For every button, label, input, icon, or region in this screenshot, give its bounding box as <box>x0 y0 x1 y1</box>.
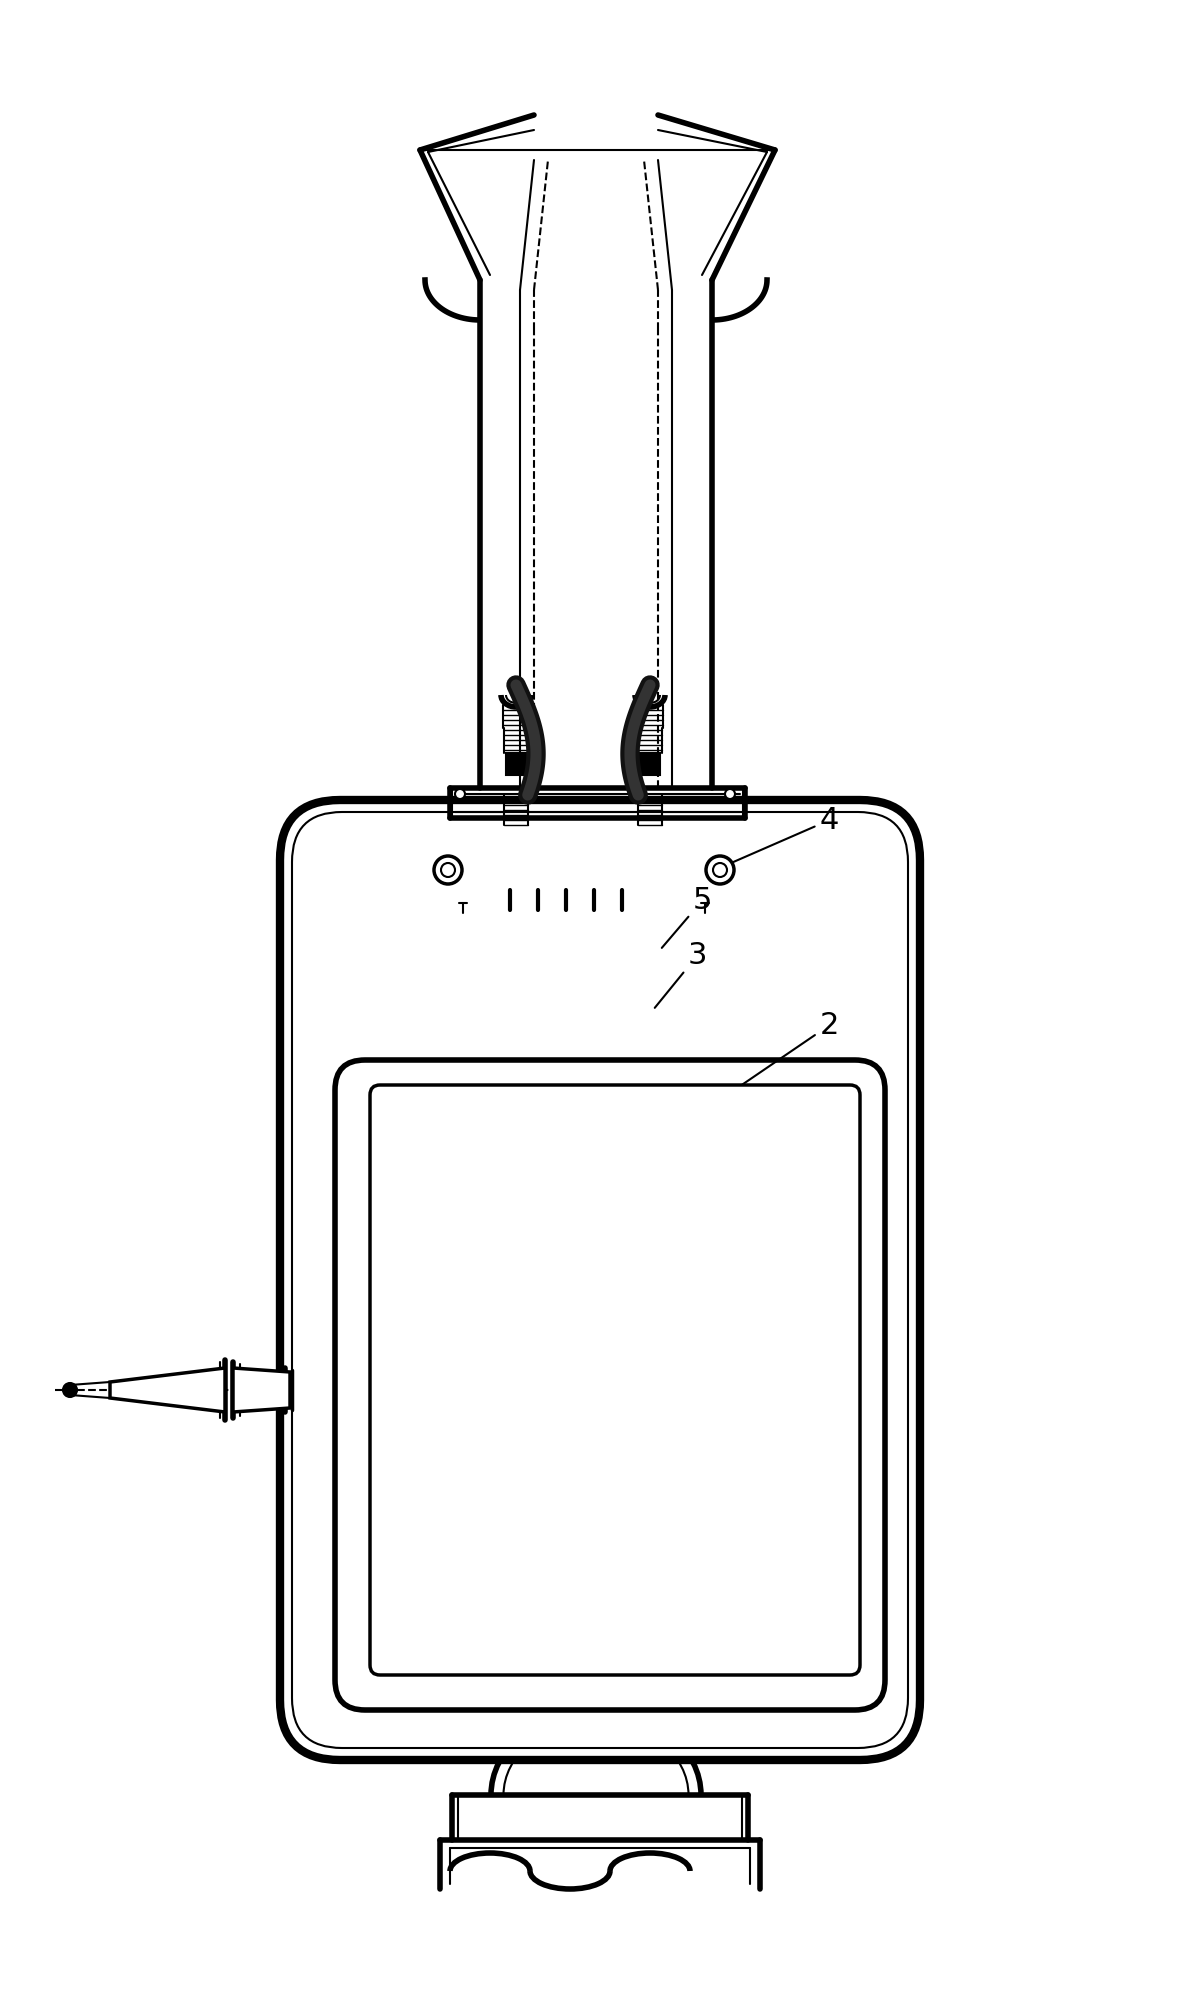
FancyBboxPatch shape <box>370 1086 859 1675</box>
Text: 4: 4 <box>718 806 839 869</box>
FancyBboxPatch shape <box>280 800 920 1760</box>
Bar <box>505 907 640 915</box>
Bar <box>505 881 640 893</box>
FancyBboxPatch shape <box>335 1060 884 1711</box>
Circle shape <box>441 863 455 877</box>
Circle shape <box>434 855 462 883</box>
Circle shape <box>713 863 727 877</box>
Bar <box>505 754 526 776</box>
Bar <box>640 754 660 776</box>
Text: 1: 1 <box>713 1315 839 1378</box>
Circle shape <box>725 790 735 800</box>
Circle shape <box>455 790 465 800</box>
Text: 2: 2 <box>597 1010 839 1183</box>
Bar <box>451 853 718 891</box>
Bar <box>640 829 660 849</box>
Bar <box>505 829 526 849</box>
Bar <box>448 849 720 895</box>
Text: 3: 3 <box>654 941 708 1008</box>
Polygon shape <box>110 1368 225 1412</box>
Circle shape <box>63 1382 77 1396</box>
Polygon shape <box>232 1368 290 1412</box>
Text: 5: 5 <box>662 885 713 949</box>
Circle shape <box>706 855 734 883</box>
